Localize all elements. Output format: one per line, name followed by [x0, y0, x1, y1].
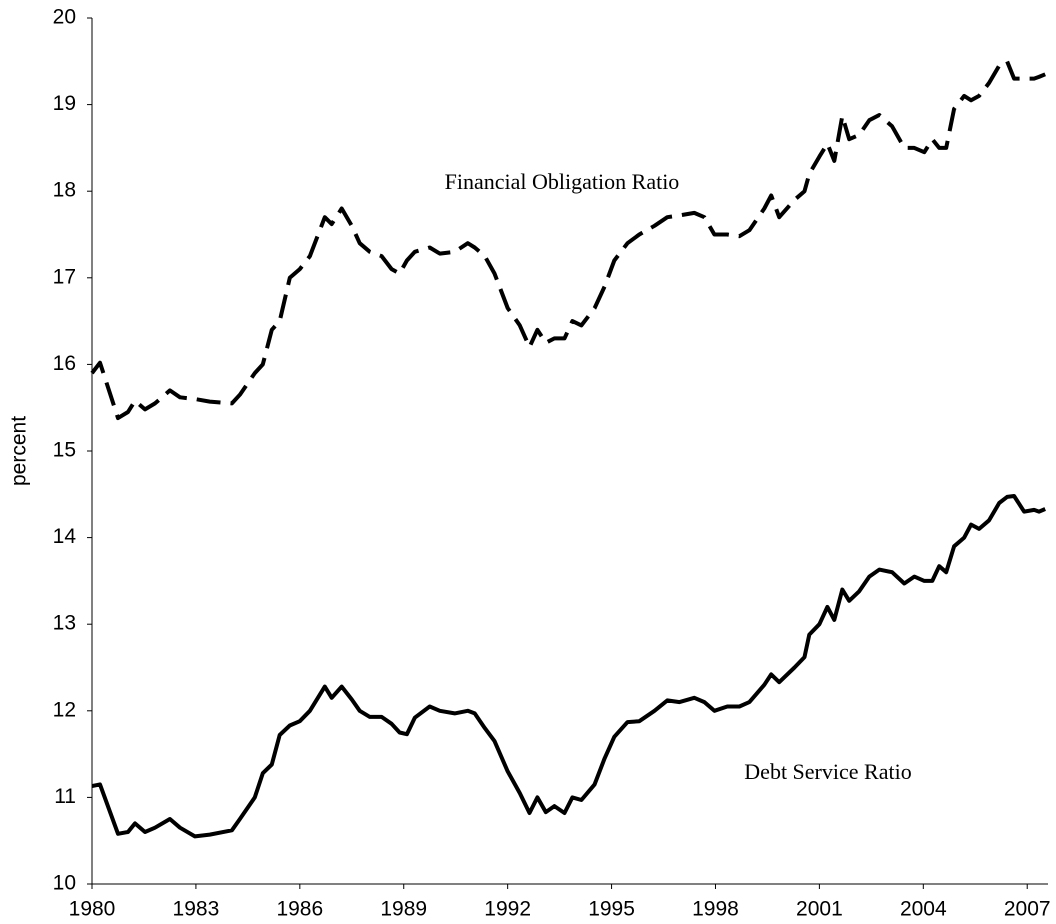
series-annotation: Debt Service Ratio: [744, 759, 911, 784]
series-line: [90, 59, 1046, 421]
y-tick-label: 11: [54, 785, 76, 808]
y-tick-label: 19: [53, 92, 76, 115]
y-tick-label: 13: [53, 612, 76, 635]
x-tick-label: 1986: [276, 898, 323, 921]
x-tick-label: 2007: [1004, 898, 1051, 921]
x-tick-label: 1995: [588, 898, 635, 921]
y-axis-label: percent: [8, 416, 31, 486]
y-tick-label: 16: [53, 352, 76, 375]
y-tick-label: 18: [53, 179, 76, 202]
y-tick-label: 10: [53, 872, 76, 895]
series-line: [91, 494, 1046, 839]
x-tick-label: 1980: [69, 898, 116, 921]
x-tick-label: 2001: [796, 898, 843, 921]
x-tick-label: 1989: [380, 898, 427, 921]
y-tick-label: 12: [53, 698, 76, 721]
x-tick-label: 1992: [484, 898, 531, 921]
y-tick-label: 14: [53, 525, 77, 548]
y-tick-label: 17: [53, 265, 76, 288]
y-tick-label: 20: [53, 6, 76, 29]
x-tick-label: 2004: [900, 898, 947, 921]
x-tick-label: 1983: [173, 898, 220, 921]
y-tick-label: 15: [53, 439, 76, 462]
series-annotation: Financial Obligation Ratio: [445, 169, 680, 194]
x-tick-label: 1998: [692, 898, 739, 921]
